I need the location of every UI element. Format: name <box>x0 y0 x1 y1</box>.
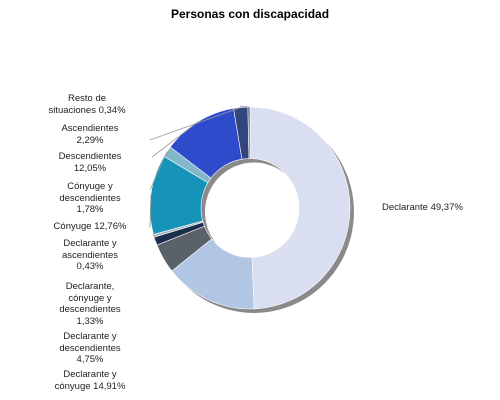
leader-line-3 <box>153 235 156 242</box>
slice-label-resto-de-situaciones: Resto de situaciones 0,34% <box>48 93 126 116</box>
slice-label-declarante-y-ascendientes: Declarante y ascendientes 0,43% <box>62 238 118 272</box>
slice-label-declarante-y-descendientes: Declarante y descendientes 4,75% <box>59 331 121 365</box>
slice-label-ascendientes: Ascendientes 2,29% <box>61 123 119 146</box>
chart-title: Personas con discapacidad <box>170 7 330 21</box>
leader-line-6 <box>149 151 168 191</box>
leader-line-4 <box>152 233 155 236</box>
slice-label-declarante-conyuge-descendientes: Declarante, cónyuge y descendientes 1,33% <box>59 281 121 327</box>
leader-lines <box>149 105 249 242</box>
slice-label-declarante-y-conyuge: Declarante y cónyuge 14,91% <box>54 369 126 392</box>
leader-line-7 <box>151 121 199 158</box>
donut-slices <box>149 106 351 310</box>
leader-line-9 <box>239 105 249 108</box>
leader-line-8 <box>149 107 241 141</box>
slice-label-declarante: Declarante 49,37% <box>382 202 463 213</box>
slice-0 <box>249 106 351 310</box>
leader-line-5 <box>149 194 152 229</box>
slice-label-conyuge-y-descendientes: Cónyuge y descendientes 1,78% <box>59 181 121 215</box>
slice-label-conyuge: Cónyuge 12,76% <box>53 221 127 232</box>
slice-label-descendientes: Descendientes 12,05% <box>58 151 122 174</box>
